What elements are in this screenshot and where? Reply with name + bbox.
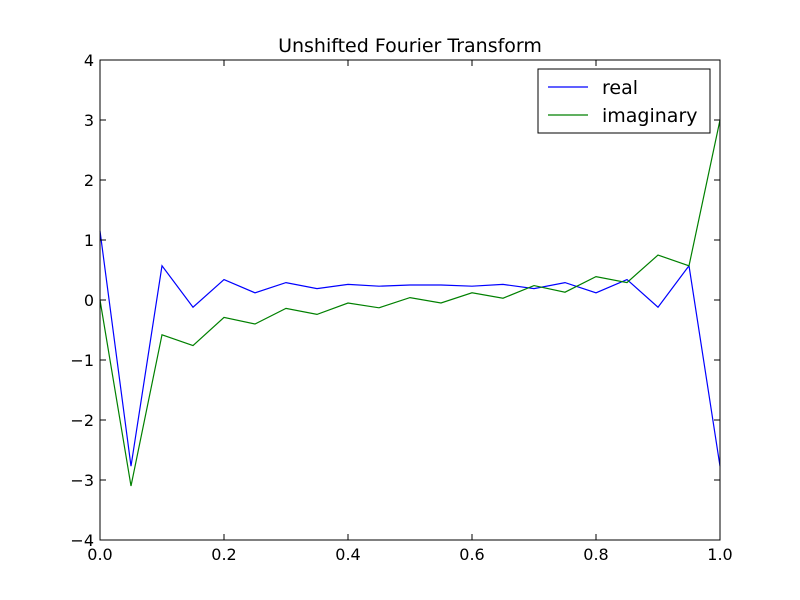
y-tick-label: 1 (84, 231, 94, 250)
y-tick-label: −4 (70, 531, 94, 550)
series-line-imaginary (99, 119, 721, 487)
legend-label-real: real (602, 77, 638, 99)
y-axis: −4 −3 −2 −1 0 1 2 3 4 (70, 51, 720, 550)
legend: real imaginary (537, 68, 711, 134)
y-tick-label: 2 (84, 171, 94, 190)
x-tick-label: 0.8 (583, 545, 608, 564)
y-tick-label: −2 (70, 411, 94, 430)
legend-label-imaginary: imaginary (602, 105, 698, 127)
y-tick-label: 3 (84, 111, 94, 130)
chart-title: Unshifted Fourier Transform (278, 35, 542, 57)
legend-box (537, 68, 711, 134)
x-tick-label: 0.6 (459, 545, 484, 564)
y-tick-label: 4 (84, 51, 94, 70)
series-line-real (99, 230, 721, 467)
y-tick-label: −1 (70, 351, 94, 370)
x-tick-label: 0.0 (87, 545, 112, 564)
x-axis: 0.0 0.2 0.4 0.6 0.8 1.0 (87, 60, 733, 564)
x-tick-label: 1.0 (707, 545, 732, 564)
y-tick-label: 0 (84, 291, 94, 310)
x-tick-label: 0.2 (211, 545, 236, 564)
y-tick-label: −3 (70, 471, 94, 490)
plot-lines (99, 119, 721, 487)
x-tick-label: 0.4 (335, 545, 360, 564)
